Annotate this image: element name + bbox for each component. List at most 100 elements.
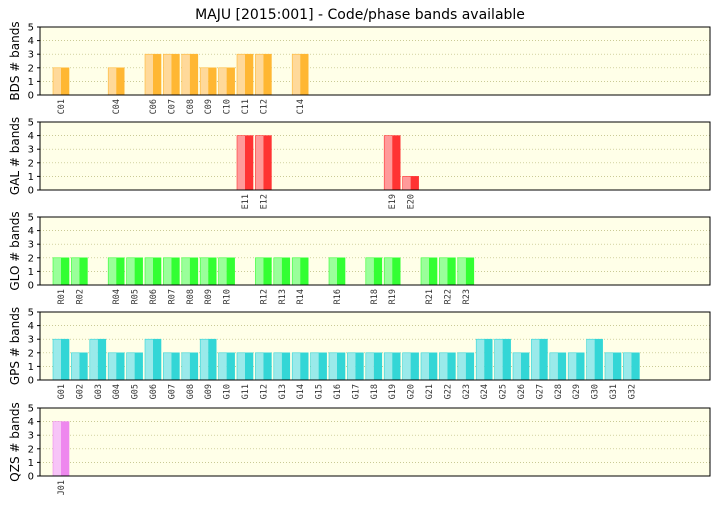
gps-bar-light-g24 (476, 339, 485, 380)
gps-bar-g25 (494, 338, 511, 381)
gps-xtick-label: G16 (333, 384, 343, 399)
gps-bar-g03 (89, 338, 107, 381)
gps-bar-light-g10 (218, 352, 227, 380)
glo-bar-r22 (439, 257, 456, 286)
bds-xtick-label: C01 (57, 99, 67, 114)
bds-panel: 0 1 2 3 4 5 BDS # bands C01 C04 C06 C07 C08 C09 C10 C1… (8, 21, 711, 114)
gps-xtick-label: G25 (499, 384, 509, 399)
gps-bar-dark-g21 (429, 352, 437, 380)
qzs-ytick-label: 5 (28, 404, 34, 415)
gps-bar-dark-g28 (557, 352, 566, 380)
bds-bar-dark-c09 (208, 67, 217, 95)
glo-bar-dark-r09 (208, 257, 217, 285)
gps-bar-light-g01 (53, 339, 61, 380)
gps-bar-g30 (586, 338, 603, 381)
gps-bar-dark-g07 (171, 352, 180, 380)
glo-bar-light-r06 (145, 257, 153, 285)
glo-xtick-label: R14 (296, 289, 306, 304)
gps-bar-g28 (549, 352, 567, 381)
qzs-ytick-label: 0 (28, 472, 34, 483)
gal-ytick-label: 2 (28, 158, 34, 169)
qzs-bar-light-j01 (53, 421, 61, 476)
glo-bar-light-r12 (255, 257, 264, 285)
bds-xtick-label: C10 (223, 99, 233, 114)
glo-bar-light-r19 (384, 257, 393, 285)
bds-xtick-label: C14 (296, 99, 306, 114)
gps-xtick-label: G29 (572, 384, 582, 399)
glo-bar-r05 (126, 257, 143, 286)
gps-bar-g12 (255, 352, 272, 381)
gps-bar-light-g28 (549, 352, 558, 380)
gps-bar-g31 (604, 352, 622, 381)
bds-bar-c14 (291, 53, 309, 96)
bds-ytick-label: 2 (28, 63, 34, 74)
gps-bar-g18 (365, 352, 383, 381)
glo-xtick-label: R16 (333, 289, 343, 304)
gps-bar-dark-g13 (281, 352, 290, 380)
glo-bar-r02 (71, 257, 88, 286)
gal-ylabel: GAL # bands (8, 117, 22, 195)
gps-xtick-label: G18 (370, 384, 380, 399)
gps-ytick-label: 4 (28, 321, 34, 332)
gal-bar-light-e20 (402, 176, 411, 190)
glo-bar-r13 (273, 257, 291, 286)
bds-bar-light-c14 (292, 54, 301, 95)
gal-panel: 0 1 2 3 4 5 GAL # bands E11 E12 E19 E20 (8, 117, 711, 209)
gps-bar-dark-g14 (300, 352, 309, 380)
glo-bar-r07 (163, 257, 180, 286)
gps-xtick-label: G30 (591, 384, 601, 399)
gps-bar-light-g19 (384, 352, 393, 380)
qzs-panel: 0 1 2 3 4 5 QZS # bands J01 (8, 402, 711, 495)
gps-xtick-label: G27 (535, 384, 545, 399)
glo-bar-light-r10 (218, 257, 227, 285)
glo-bar-dark-r22 (447, 257, 456, 285)
gal-xtick-label: E20 (407, 194, 417, 209)
bds-plot-frame (39, 26, 711, 96)
gps-bar-light-g30 (586, 339, 595, 380)
glo-bar-light-r22 (439, 257, 448, 285)
bds-bar-light-c04 (108, 67, 117, 95)
gps-bar-g10 (218, 352, 235, 381)
glo-bar-dark-r06 (153, 257, 161, 285)
gps-bar-dark-g24 (484, 339, 493, 380)
gps-bar-dark-g04 (116, 352, 125, 380)
bds-ytick-label: 4 (28, 36, 34, 47)
bds-xtick-label: C09 (204, 99, 214, 114)
gps-bar-light-g04 (108, 352, 117, 380)
glo-bar-light-r07 (163, 257, 172, 285)
gps-bar-dark-g22 (447, 352, 456, 380)
bds-bar-light-c12 (255, 54, 264, 95)
glo-xtick-label: R12 (259, 289, 269, 304)
gal-bar-dark-e19 (392, 135, 401, 190)
bds-ytick-label: 0 (28, 91, 34, 102)
gps-ytick-label: 5 (28, 308, 34, 319)
gps-xtick-label: G11 (241, 384, 251, 399)
gps-bar-light-g26 (513, 352, 521, 380)
bds-bar-dark-c12 (263, 54, 272, 95)
gal-bar-dark-e12 (263, 135, 272, 190)
gps-ylabel: GPS # bands (8, 307, 22, 385)
glo-bar-light-r14 (292, 257, 301, 285)
gps-bar-g13 (273, 352, 291, 381)
gal-plot-background (40, 122, 710, 190)
glo-bar-dark-r21 (429, 257, 437, 285)
gps-bar-g24 (475, 338, 493, 381)
gps-bar-dark-g19 (392, 352, 401, 380)
glo-bar-light-r09 (200, 257, 209, 285)
gal-bar-light-e12 (255, 135, 264, 190)
gps-bar-light-g06 (145, 339, 153, 380)
gps-xtick-label: G07 (167, 384, 177, 399)
glo-ytick-label: 5 (28, 213, 34, 224)
gps-bar-dark-g27 (539, 339, 548, 380)
gps-bar-light-g05 (126, 352, 135, 380)
gps-xtick-label: G02 (75, 384, 85, 399)
gps-bar-dark-g06 (153, 339, 161, 380)
gps-bar-light-g21 (421, 352, 429, 380)
gps-bar-g26 (512, 352, 530, 381)
gps-bar-g23 (457, 352, 475, 381)
gps-bar-g01 (52, 338, 70, 381)
gps-bar-dark-g16 (337, 352, 345, 380)
bds-bar-c11 (236, 53, 254, 96)
